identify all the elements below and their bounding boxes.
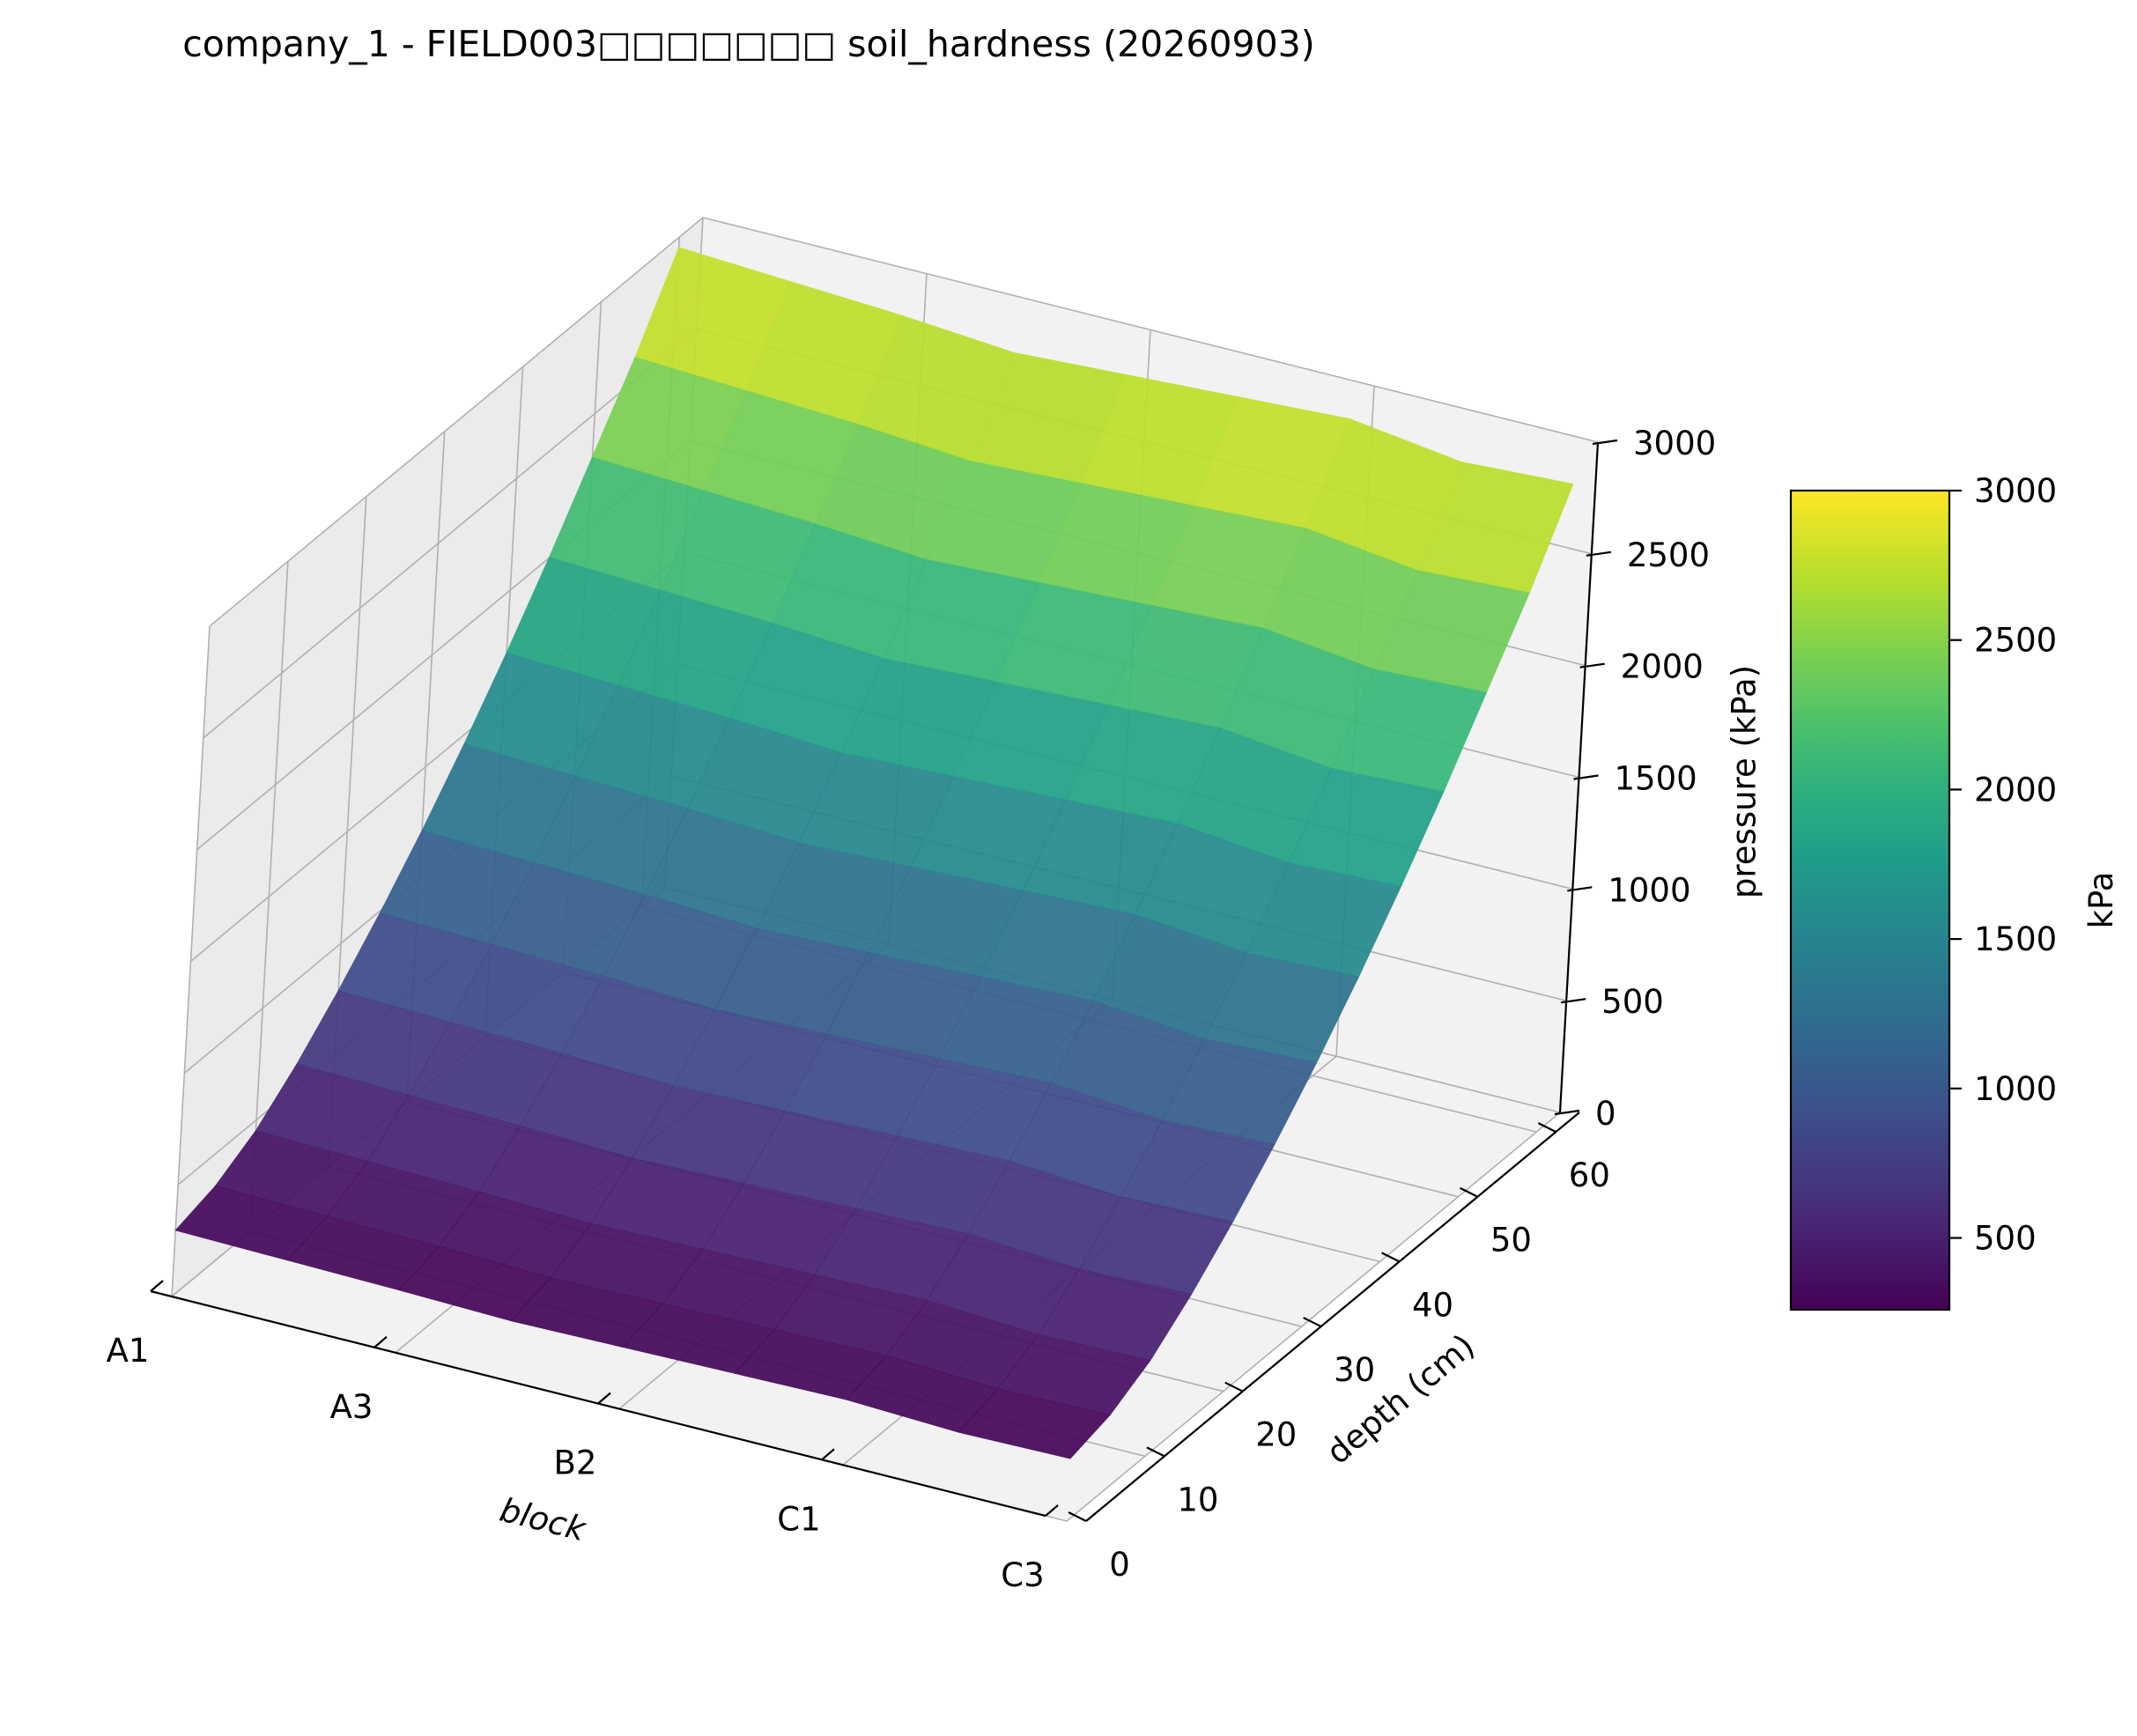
colorbar-tick-label: 2000: [1974, 771, 2057, 809]
surface-patch: [1416, 461, 1574, 593]
colorbar-tick-label: 1500: [1974, 920, 2057, 958]
pressure-tick: [1567, 886, 1593, 892]
axis-lines: [150, 439, 1618, 1522]
block-tick-label: C3: [1001, 1556, 1044, 1594]
pressure-axis-label: pressure (kPa): [1726, 665, 1764, 898]
pressure-tick: [1579, 662, 1605, 669]
pressure-tick: [1554, 1109, 1580, 1116]
block-tick: [1045, 1504, 1059, 1517]
depth-tick-label: 10: [1177, 1481, 1218, 1518]
grid-line-pressure: [209, 217, 704, 627]
grid-line-pressure: [702, 217, 1599, 443]
pressure-tick-label: 3000: [1633, 425, 1716, 462]
colorbar-tick-label: 1000: [1974, 1070, 2057, 1108]
pressure-tick: [1573, 774, 1599, 780]
pressure-tick: [1561, 998, 1586, 1004]
pressure-tick: [1586, 550, 1611, 557]
depth-tick-label: 30: [1334, 1351, 1375, 1389]
depth-tick-label: 20: [1255, 1416, 1297, 1454]
block-tick-label: B2: [554, 1444, 597, 1482]
pressure-axis-line: [1558, 441, 1600, 1113]
block-tick: [150, 1280, 164, 1292]
depth-tick: [1381, 1252, 1401, 1263]
colorbar-tick-label: 3000: [1974, 472, 2057, 510]
pressure-tick: [1592, 439, 1618, 446]
colorbar-gradient: [1789, 489, 1951, 1311]
block-tick: [373, 1335, 388, 1348]
chart-title: company_1 - FIELD003□□□□□□□ soil_hardnes…: [182, 23, 1315, 65]
colorbar-label: kPa: [2082, 872, 2120, 929]
depth-tick: [1068, 1511, 1087, 1522]
block-tick-label: C1: [777, 1500, 820, 1538]
block-tick-label: A1: [107, 1332, 150, 1370]
depth-tick: [1459, 1186, 1478, 1198]
depth-tick: [1224, 1381, 1244, 1392]
block-tick: [597, 1392, 611, 1405]
pressure-tick-label: 0: [1595, 1095, 1616, 1133]
block-tick-label: A3: [330, 1388, 373, 1426]
depth-tick-label: 0: [1109, 1546, 1130, 1584]
colorbar: 500 1000 1500 2000 2500 3000 kPa: [1789, 472, 2120, 1311]
colorbar-tick-label: 500: [1974, 1220, 2037, 1258]
block-tick: [821, 1448, 835, 1461]
depth-axis-line: [1085, 1112, 1580, 1522]
pressure-tick-label: 500: [1601, 983, 1664, 1021]
grid-line-x: [1066, 1112, 1561, 1522]
depth-tick: [1537, 1122, 1557, 1134]
depth-tick-label: 50: [1490, 1222, 1532, 1260]
block-axis-label: block: [496, 1491, 590, 1549]
depth-tick: [1146, 1446, 1165, 1458]
pressure-tick-label: 1000: [1608, 871, 1690, 909]
depth-axis-label: depth (cm): [1320, 1326, 1482, 1472]
surface-mesh: [174, 247, 1574, 1459]
depth-tick-label: 40: [1412, 1286, 1453, 1324]
pressure-tick-label: 1500: [1615, 760, 1697, 798]
grid-line-pressure: [203, 329, 698, 739]
pressure-tick-label: 2000: [1621, 648, 1704, 686]
colorbar-tick-label: 2500: [1974, 622, 2057, 660]
pressure-tick-label: 2500: [1627, 536, 1710, 574]
depth-tick-label: 60: [1569, 1156, 1610, 1194]
depth-tick: [1303, 1317, 1322, 1328]
